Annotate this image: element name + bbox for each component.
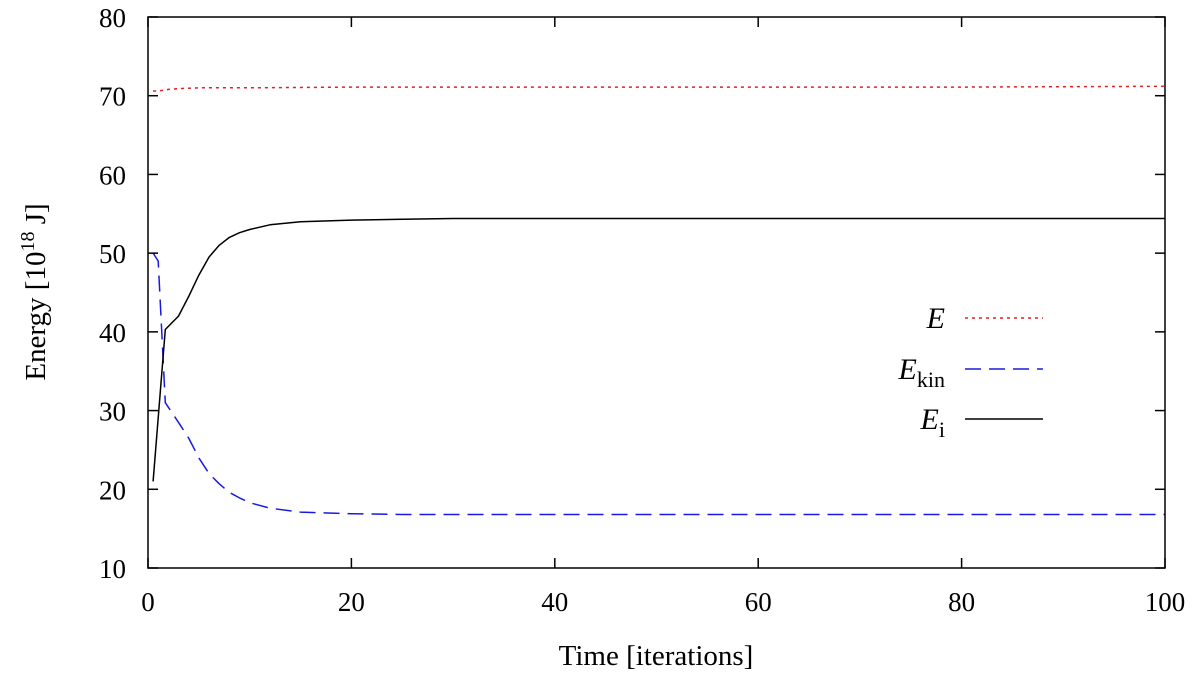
y-tick-label: 20 [99,475,126,505]
y-tick-label: 60 [99,160,126,190]
y-axis-label: Energy [1018 J] [17,203,52,380]
y-tick-label: 40 [99,318,126,348]
x-tick-label: 80 [948,587,975,617]
y-axis-label-suffix: J] [20,203,52,231]
legend-label-main: E [926,302,945,335]
x-tick-label: 0 [141,587,155,617]
y-tick-label: 80 [99,3,126,33]
series-line-Ekin [152,252,1165,516]
tick-labels: 0 20 40 60 80 100 10 20 30 40 50 60 70 80 [99,3,1185,617]
legend-label-main: E [920,403,939,436]
legend-label-sub: i [939,417,945,442]
y-tick-label: 70 [99,82,126,112]
series-line-E [153,85,1166,92]
x-tick-label: 20 [338,587,365,617]
y-axis-label-exponent: 18 [17,232,39,252]
legend-label-Ekin: Ekin [898,353,945,392]
x-tick-label: 40 [541,587,568,617]
x-tick-label: 100 [1145,587,1186,617]
y-axis-label-prefix: Energy [10 [20,252,52,381]
legend-label-E: E [926,302,945,335]
plot-frame [147,16,1166,569]
legend-label-Ei: Ei [920,403,945,442]
y-tick-label: 10 [99,554,126,584]
plot-lines [152,85,1166,516]
legend-label-sub: kin [917,367,945,392]
x-tick-label: 60 [745,587,772,617]
legend-label-main: E [898,353,917,386]
axis-ticks [147,16,1166,569]
series-line-Ei [152,217,1165,482]
y-tick-label: 30 [99,397,126,427]
y-tick-label: 50 [99,239,126,269]
x-axis-label: Time [iterations] [559,640,754,672]
